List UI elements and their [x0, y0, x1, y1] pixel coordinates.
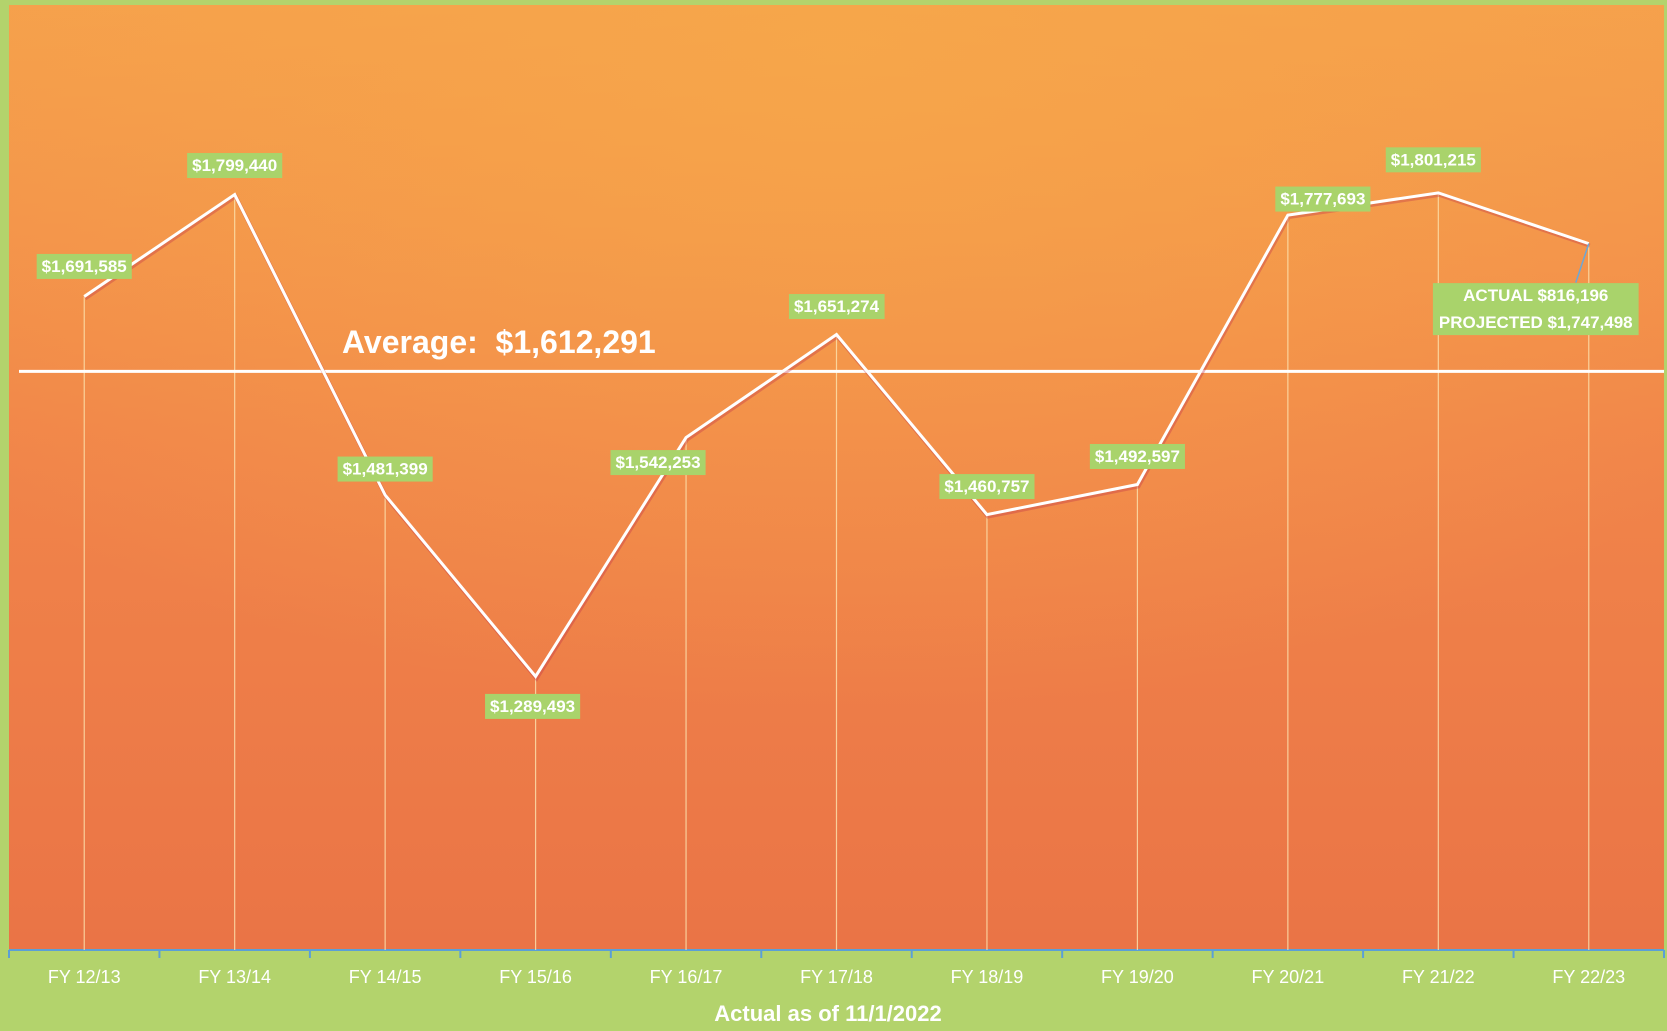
- value-label: $1,289,493: [490, 697, 575, 716]
- label-box: [485, 693, 581, 719]
- x-tick-label: FY 20/21: [1251, 967, 1324, 987]
- label-box: [36, 253, 132, 279]
- label-box: [610, 450, 706, 476]
- x-tick-label: FY 22/23: [1552, 967, 1625, 987]
- value-label: PROJECTED $1,747,498: [1439, 313, 1633, 332]
- leader-line: [1575, 243, 1590, 283]
- value-label: $1,691,585: [42, 257, 127, 276]
- value-label: $1,542,253: [615, 453, 700, 472]
- x-tick-label: FY 17/18: [800, 967, 873, 987]
- value-label: $1,799,440: [192, 156, 277, 175]
- x-tick-label: FY 16/17: [650, 967, 723, 987]
- x-tick-label: FY 21/22: [1402, 967, 1475, 987]
- label-box: [1275, 186, 1371, 212]
- value-label: $1,460,757: [944, 477, 1029, 496]
- x-tick-label: FY 12/13: [48, 967, 121, 987]
- value-label: $1,801,215: [1391, 150, 1476, 169]
- x-tick-label: FY 14/15: [349, 967, 422, 987]
- x-tick-label: FY 15/16: [499, 967, 572, 987]
- label-box: [337, 456, 433, 482]
- label-box: [788, 294, 885, 320]
- x-tick-label: FY 13/14: [198, 967, 271, 987]
- label-box: [187, 153, 283, 179]
- value-label: $1,651,274: [794, 297, 880, 316]
- label-box: [1432, 283, 1639, 336]
- value-label: $1,777,693: [1280, 190, 1365, 209]
- x-axis-title: Actual as of 11/1/2022: [714, 1001, 941, 1026]
- annotation: ACTUAL $816,196: [1463, 286, 1608, 305]
- x-tick-label: FY 18/19: [951, 967, 1024, 987]
- label-box: [1385, 147, 1481, 173]
- average-label: Average: $1,612,291: [342, 324, 656, 360]
- label-box: [939, 474, 1035, 500]
- value-label: $1,492,597: [1095, 447, 1180, 466]
- label-box: [1089, 443, 1185, 469]
- value-label: $1,481,399: [343, 460, 428, 479]
- x-tick-label: FY 19/20: [1101, 967, 1174, 987]
